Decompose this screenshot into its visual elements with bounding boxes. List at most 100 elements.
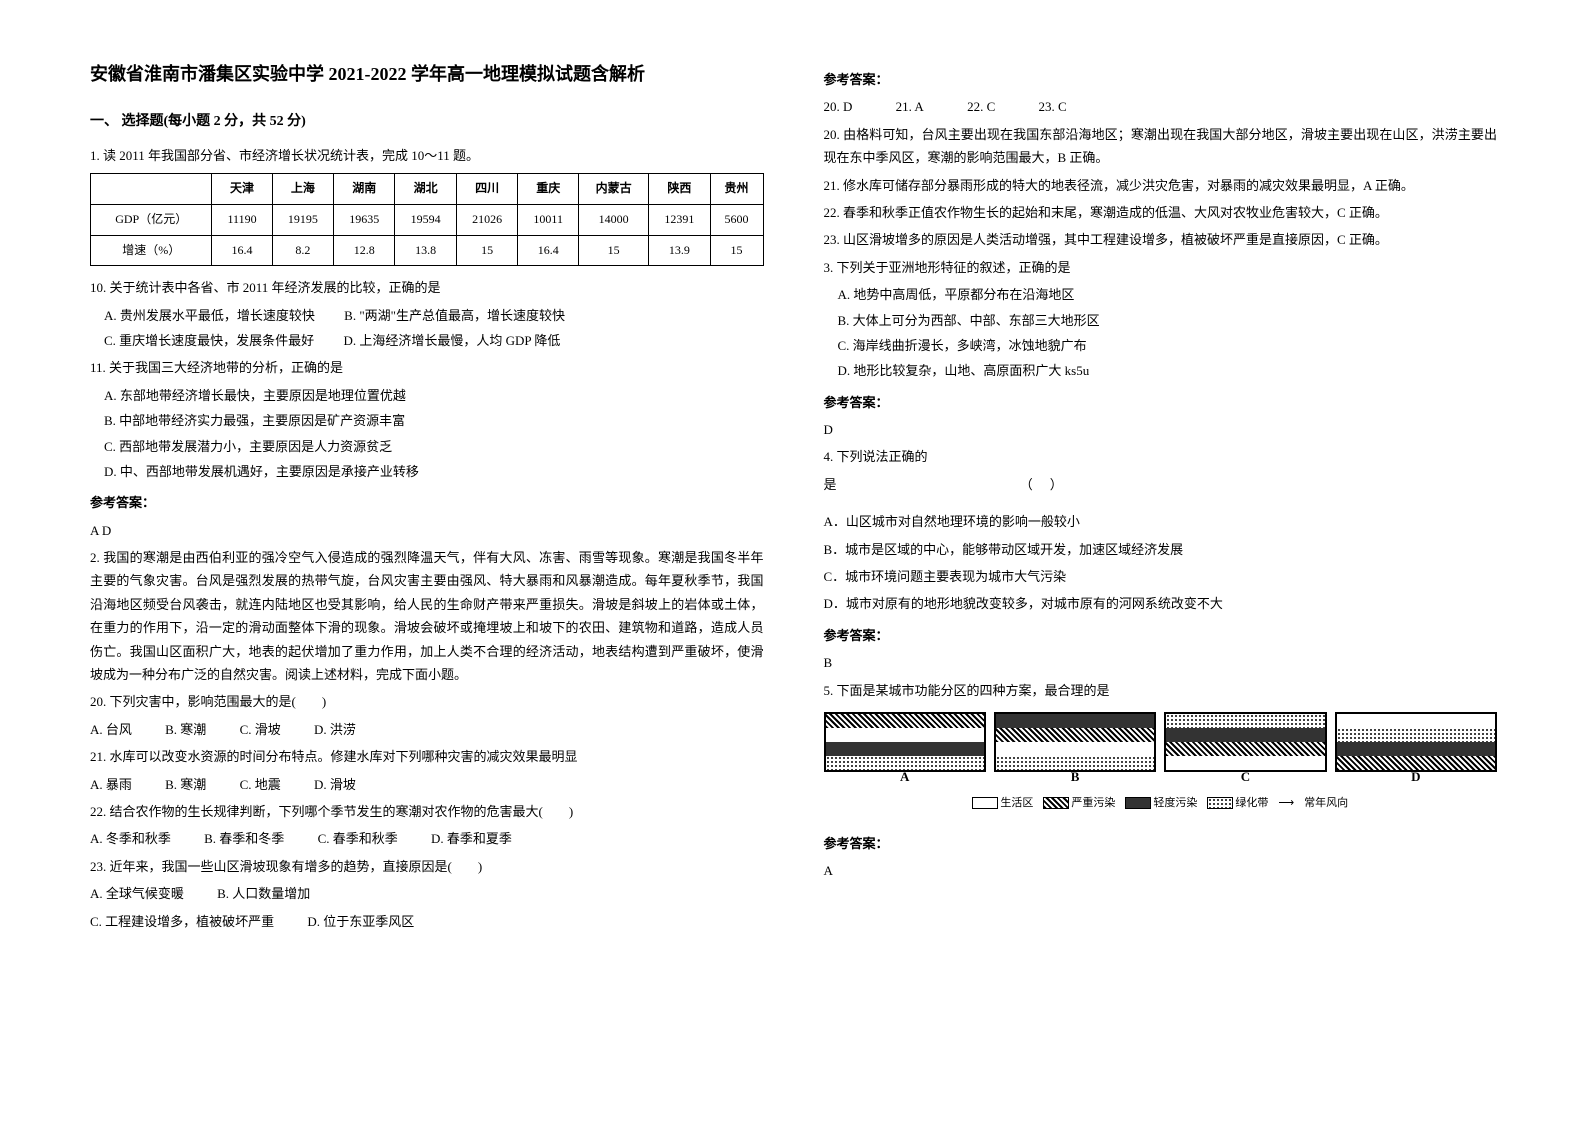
ans4: B <box>824 651 1498 674</box>
q20-opt-a: A. 台风 <box>90 722 132 737</box>
q3-opt-a: A. 地势中高周低，平原都分布在沿海地区 <box>838 283 1498 306</box>
gdp-table: 天津上海湖南湖北四川重庆内蒙古陕西贵州 GDP（亿元）1119019195196… <box>90 173 764 266</box>
q23-opt-d: D. 位于东亚季风区 <box>307 914 414 929</box>
q11-opt-c: C. 西部地带发展潜力小，主要原因是人力资源贫乏 <box>104 435 764 458</box>
q11: 11. 关于我国三大经济地带的分析，正确的是 <box>90 356 764 379</box>
right-column: 参考答案： 20. D 21. A 22. C 23. C 20. 由格料可知，… <box>824 60 1498 1062</box>
section-1-heading: 一、 选择题(每小题 2 分，共 52 分) <box>90 109 764 134</box>
table-header-cell: 重庆 <box>518 174 579 205</box>
q20-opt-c: C. 滑坡 <box>240 722 281 737</box>
q11-opt-d: D. 中、西部地带发展机遇好，主要原因是承接产业转移 <box>104 460 764 483</box>
q21-opt-d: D. 滑坡 <box>314 777 356 792</box>
q1-intro: 1. 读 2011 年我国部分省、市经济增长状况统计表，完成 10～11 题。 <box>90 144 764 167</box>
q21: 21. 水库可以改变水资源的时间分布特点。修建水库对下列哪种灾害的减灾效果最明显 <box>90 745 764 768</box>
q2-para: 2. 我国的寒潮是由西伯利亚的强冷空气入侵造成的强烈降温天气，伴有大风、冻害、雨… <box>90 546 764 686</box>
ans4-label: 参考答案： <box>824 624 1498 647</box>
ans3: D <box>824 418 1498 441</box>
legend-swatch-green <box>1207 797 1233 809</box>
q23-opts-row1: A. 全球气候变暖 B. 人口数量增加 <box>90 882 764 905</box>
q10-opt-b: B. "两湖"生产总值最高，增长速度较快 <box>344 308 565 323</box>
q4-opt-b: B．城市是区域的中心，能够带动区域开发，加速区域经济发展 <box>824 538 1498 561</box>
q3-opt-c: C. 海岸线曲折漫长，多峡湾，冰蚀地貌广布 <box>838 334 1498 357</box>
q22: 22. 结合农作物的生长规律判断，下列哪个季节发生的寒潮对农作物的危害最大( ) <box>90 800 764 823</box>
table-cell: 19195 <box>272 204 333 235</box>
table-cell: 15 <box>579 235 649 266</box>
table-cell: 16.4 <box>212 235 272 266</box>
table-cell: 5600 <box>710 204 763 235</box>
ans-20: 20. D <box>824 99 853 114</box>
table-header-cell <box>91 174 212 205</box>
table-header-cell: 四川 <box>456 174 517 205</box>
table-header-cell: 贵州 <box>710 174 763 205</box>
q22-opt-a: A. 冬季和秋季 <box>90 831 171 846</box>
q20-opt-d: D. 洪涝 <box>314 722 356 737</box>
table-cell: 19594 <box>395 204 456 235</box>
table-header-cell: 内蒙古 <box>579 174 649 205</box>
table-row: 增速（%）16.48.212.813.81516.41513.915 <box>91 235 764 266</box>
table-cell: 8.2 <box>272 235 333 266</box>
doc-title: 安徽省淮南市潘集区实验中学 2021-2022 学年高一地理模拟试题含解析 <box>90 60 764 89</box>
expl-21: 21. 修水库可储存部分暴雨形成的特大的地表径流，减少洪灾危害，对暴雨的减灾效果… <box>824 174 1498 197</box>
q4-paren: （ ） <box>1020 477 1065 492</box>
legend-heavy: 严重污染 <box>1071 797 1115 809</box>
q10-opt-row1: A. 贵州发展水平最低，增长速度较快 B. "两湖"生产总值最高，增长速度较快 <box>104 304 764 327</box>
q21-opt-a: A. 暴雨 <box>90 777 132 792</box>
table-cell: 16.4 <box>518 235 579 266</box>
q5: 5. 下面是某城市功能分区的四种方案，最合理的是 <box>824 679 1498 702</box>
legend-arrow-icon: ⟶ <box>1278 794 1294 814</box>
expl-23: 23. 山区滑坡增多的原因是人类活动增强，其中工程建设增多，植被破坏严重是直接原… <box>824 228 1498 251</box>
table-cell: 15 <box>456 235 517 266</box>
plan-diagrams: A B C D <box>824 712 1498 772</box>
table-header-cell: 天津 <box>212 174 272 205</box>
plan-a: A <box>824 712 986 772</box>
plan-b: B <box>994 712 1156 772</box>
legend-life: 生活区 <box>1000 797 1033 809</box>
q4-line1: 4. 下列说法正确的 <box>824 445 1498 468</box>
q23-opt-b: B. 人口数量增加 <box>217 886 310 901</box>
table-header-cell: 湖南 <box>334 174 395 205</box>
q10-opt-row2: C. 重庆增长速度最快，发展条件最好 D. 上海经济增长最慢，人均 GDP 降低 <box>104 329 764 352</box>
legend-wind: 常年风向 <box>1304 794 1348 814</box>
ans-21: 21. A <box>896 99 924 114</box>
plan-c-label: C <box>1241 765 1250 788</box>
q10-opt-a: A. 贵州发展水平最低，增长速度较快 <box>104 308 315 323</box>
plan-b-label: B <box>1071 765 1080 788</box>
table-cell: 13.9 <box>649 235 710 266</box>
q4-line2-row: 是 （ ） <box>824 473 1498 496</box>
ans-22: 22. C <box>967 99 995 114</box>
q3-opt-d: D. 地形比较复杂，山地、高原面积广大 ks5u <box>838 359 1498 382</box>
table-cell: 12.8 <box>334 235 395 266</box>
table-cell: GDP（亿元） <box>91 204 212 235</box>
table-cell: 15 <box>710 235 763 266</box>
q4-opt-a: A．山区城市对自然地理环境的影响一般较小 <box>824 510 1498 533</box>
table-cell: 19635 <box>334 204 395 235</box>
q21-opt-b: B. 寒潮 <box>165 777 206 792</box>
plan-d: D <box>1335 712 1497 772</box>
ans2-label: 参考答案： <box>824 68 1498 91</box>
q11-opt-a: A. 东部地带经济增长最快，主要原因是地理位置优越 <box>104 384 764 407</box>
table-cell: 增速（%） <box>91 235 212 266</box>
q10-opt-d: D. 上海经济增长最慢，人均 GDP 降低 <box>343 333 560 348</box>
expl-22: 22. 春季和秋季正值农作物生长的起始和末尾，寒潮造成的低温、大风对农牧业危害较… <box>824 201 1498 224</box>
plan-d-label: D <box>1411 765 1420 788</box>
legend-swatch-heavy <box>1043 797 1069 809</box>
left-column: 安徽省淮南市潘集区实验中学 2021-2022 学年高一地理模拟试题含解析 一、… <box>90 60 764 1062</box>
q4-opt-d: D．城市对原有的地形地貌改变较多，对城市原有的河网系统改变不大 <box>824 592 1498 615</box>
legend-green: 绿化带 <box>1235 797 1268 809</box>
table-cell: 13.8 <box>395 235 456 266</box>
table-cell: 21026 <box>456 204 517 235</box>
q3: 3. 下列关于亚洲地形特征的叙述，正确的是 <box>824 256 1498 279</box>
table-header-cell: 湖北 <box>395 174 456 205</box>
q22-opts: A. 冬季和秋季 B. 春季和冬季 C. 春季和秋季 D. 春季和夏季 <box>90 827 764 850</box>
q23: 23. 近年来，我国一些山区滑坡现象有增多的趋势，直接原因是( ) <box>90 855 764 878</box>
legend: 生活区 严重污染 轻度污染 绿化带 ⟶ 常年风向 <box>824 794 1498 814</box>
q4-opt-c: C．城市环境问题主要表现为城市大气污染 <box>824 565 1498 588</box>
q11-opt-b: B. 中部地带经济实力最强，主要原因是矿产资源丰富 <box>104 409 764 432</box>
ans1: A D <box>90 519 764 542</box>
q21-opt-c: C. 地震 <box>240 777 281 792</box>
q20-opts: A. 台风 B. 寒潮 C. 滑坡 D. 洪涝 <box>90 718 764 741</box>
q4-line2: 是 <box>824 477 837 492</box>
table-cell: 10011 <box>518 204 579 235</box>
q23-opt-c: C. 工程建设增多，植被破坏严重 <box>90 914 274 929</box>
ans2-row: 20. D 21. A 22. C 23. C <box>824 95 1498 118</box>
